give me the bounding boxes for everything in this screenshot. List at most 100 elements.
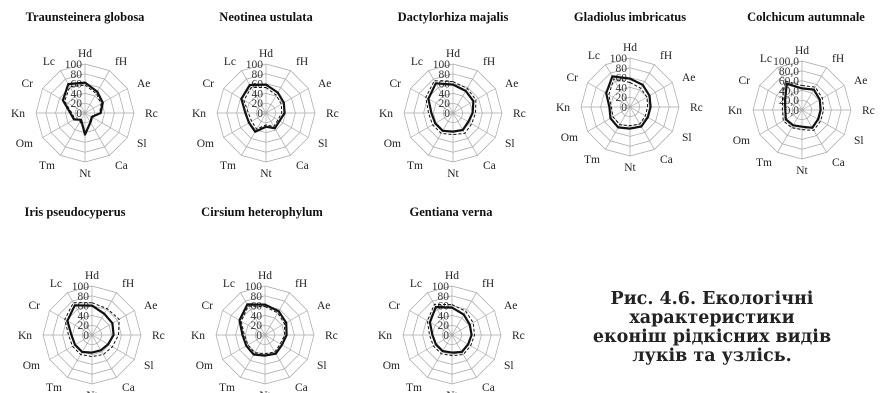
radar-axis-label: Ca	[122, 382, 135, 393]
radar-axis-label: Lc	[224, 56, 236, 68]
radar-scale-label: 20	[439, 98, 451, 110]
radar-axis-label: Nt	[624, 162, 636, 174]
radar-spoke	[777, 109, 803, 153]
radar-axis-label: Lc	[223, 278, 235, 290]
radar-scale-label: 80,0	[779, 66, 799, 78]
radar-scale-label: 80	[71, 69, 83, 81]
radar-axis-label: Om	[383, 360, 400, 372]
radar-spoke	[223, 112, 267, 138]
radar-spoke	[222, 334, 266, 360]
radar-scale-label: 40	[71, 88, 83, 100]
radar-axis-label: Tm	[39, 160, 55, 172]
radar-axis-label: Sl	[318, 138, 328, 150]
radar-scale-label: 40	[438, 310, 450, 322]
radar-scale-label: 20,0	[779, 95, 799, 107]
radar-axis-label: Sl	[144, 360, 154, 372]
radar-axis-label: Cr	[389, 300, 401, 312]
radar-chart-title: Neotinea ustulata	[219, 10, 313, 24]
radar-spoke	[451, 334, 477, 378]
radar-scale-label: 0	[444, 108, 450, 120]
radar-scale-label: 80	[251, 291, 263, 303]
radar-scale-label: 80	[616, 63, 628, 75]
radar-spoke	[264, 334, 290, 378]
radar-axis-label: Cr	[202, 300, 214, 312]
radar-scale-label: 100	[65, 59, 83, 71]
radar-scale-label: 100,0	[773, 56, 799, 68]
radar-axis-label: fH	[295, 278, 307, 290]
radar-series-solid	[240, 83, 286, 133]
radar-chart-title: Gladiolus imbricatus	[574, 10, 686, 24]
radar-spoke	[49, 334, 93, 360]
radar-spoke	[91, 334, 135, 360]
radar-axis-label: fH	[482, 278, 494, 290]
radar-spoke	[452, 112, 478, 156]
radar-axis-label: fH	[660, 50, 672, 62]
radar-axis-label: Tm	[46, 382, 62, 393]
radar-spoke	[428, 70, 454, 114]
radar-chart: 020406080100HdfHAeRcSlCaNtTmOmKnCrLcGlad…	[556, 10, 703, 174]
radar-axis-label: Ca	[482, 382, 495, 393]
radar-axis-label: Ca	[483, 160, 496, 172]
radar-axis-label: Cr	[739, 75, 751, 87]
radar-spoke	[451, 310, 495, 336]
radar-axis-label: Ae	[854, 75, 867, 87]
radar-axis-label: Lc	[760, 53, 772, 65]
radar-spoke	[84, 112, 110, 156]
radar-scale-label: 0,0	[785, 105, 800, 117]
radar-axis-label: Cr	[567, 72, 579, 84]
radar-axis-label: Sl	[317, 360, 327, 372]
radar-axis-label: Sl	[854, 135, 864, 147]
radar-spoke	[264, 334, 308, 360]
radar-axis-label: Hd	[78, 48, 92, 60]
radar-axis-label: Nt	[79, 168, 91, 180]
radar-axis-label: Hd	[795, 45, 809, 57]
radar-axis-label: Nt	[446, 390, 458, 393]
radar-axis-label: Hd	[259, 48, 273, 60]
radar-axis-label: Sl	[682, 132, 692, 144]
radar-spoke	[605, 64, 631, 108]
radar-axis-label: Sl	[137, 138, 147, 150]
radar-spoke	[42, 112, 86, 138]
radar-scale-label: 40	[252, 88, 264, 100]
radar-scale-label: 40	[439, 88, 451, 100]
radar-axis-label: Ae	[505, 78, 518, 90]
radar-axis-label: Kn	[556, 102, 570, 114]
radar-axis-label: Tm	[219, 382, 235, 393]
radar-axis-label: fH	[832, 53, 844, 65]
radar-chart: 020406080100HdfHAeRcSlCaNtTmOmKnCrLcDact…	[379, 10, 526, 180]
radar-axis-label: fH	[122, 278, 134, 290]
radar-spoke	[801, 85, 845, 111]
radar-axis-label: Ca	[295, 382, 308, 393]
radar-axis-label: Lc	[588, 50, 600, 62]
radar-spoke	[629, 106, 673, 132]
radar-axis-label: Ae	[137, 78, 150, 90]
radar-series-dashed	[781, 80, 825, 131]
radar-scale-label: 0	[621, 102, 627, 114]
radar-axis-label: fH	[296, 56, 308, 68]
radar-axis-label: Tm	[220, 160, 236, 172]
radar-axis-label: Tm	[756, 157, 772, 169]
radar-axis-label: Rc	[513, 108, 526, 120]
radar-spoke	[410, 112, 454, 138]
radar-spoke	[264, 292, 290, 336]
radar-chart-title: Iris pseudocyperus	[24, 205, 125, 219]
radar-spoke	[60, 70, 86, 114]
radar-scale-label: 40	[78, 310, 90, 322]
radar-axis-label: Ca	[115, 160, 128, 172]
radar-scale-label: 60	[71, 79, 83, 91]
radar-axis-label: Nt	[86, 390, 98, 393]
radar-axis-label: Nt	[259, 390, 271, 393]
radar-axis-label: Kn	[728, 105, 742, 117]
radar-axis-label: Om	[16, 138, 33, 150]
radar-spoke	[222, 310, 266, 336]
radar-scale-label: 100	[246, 59, 264, 71]
radar-axis-label: Cr	[203, 78, 215, 90]
radar-axis-label: Kn	[378, 330, 392, 342]
radar-series-dashed	[64, 302, 120, 358]
radar-spoke	[49, 310, 93, 336]
radar-scale-label: 20	[251, 320, 263, 332]
radar-series-dashed	[426, 303, 476, 357]
radar-spoke	[759, 85, 803, 111]
